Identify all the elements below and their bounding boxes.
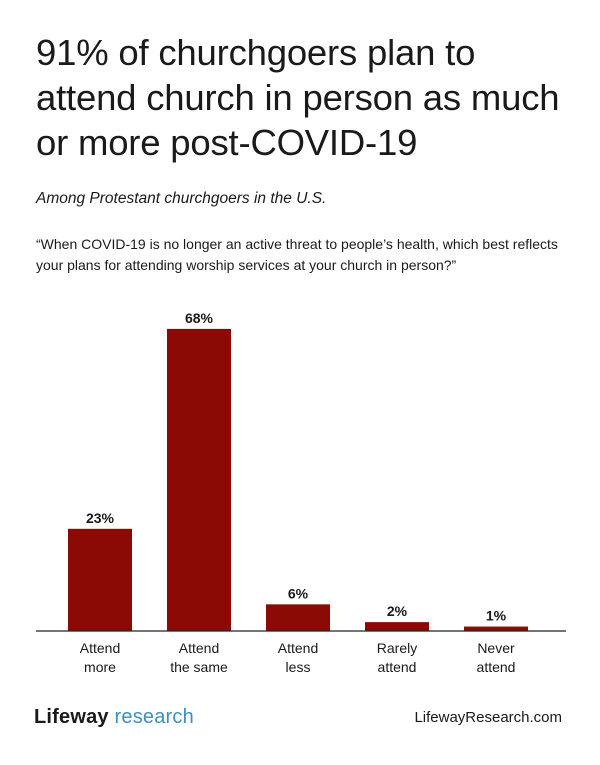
chart-title: 91% of churchgoers plan to attend church…: [36, 32, 560, 163]
data-label-2: 6%: [288, 585, 309, 601]
survey-question: “When COVID-19 is no longer an active th…: [36, 236, 558, 273]
logo-sub-text: research: [114, 706, 194, 728]
category-label-4-line-1: attend: [477, 659, 516, 675]
bar-2: [266, 604, 330, 631]
category-label-4-line-0: Never: [477, 640, 515, 656]
bar-3: [365, 622, 429, 631]
bar-0: [68, 528, 132, 631]
bar-1: [167, 328, 231, 631]
category-label-3-line-0: Rarely: [377, 640, 417, 656]
category-label-2-line-1: less: [286, 659, 311, 675]
data-label-4: 1%: [486, 608, 507, 624]
bar-chart: 23% Attend more 68% Attend the same 6% Attend le…: [36, 310, 566, 675]
category-label-1-line-0: Attend: [179, 640, 219, 656]
bar-4: [464, 626, 528, 631]
category-label-1-line-1: the same: [170, 659, 228, 675]
data-label-3: 2%: [387, 603, 408, 619]
category-label-2-line-0: Attend: [278, 640, 318, 656]
category-label-0-line-1: more: [84, 659, 116, 675]
category-label-0-line-0: Attend: [80, 640, 120, 656]
category-label-3-line-1: attend: [378, 659, 417, 675]
data-label-1: 68%: [185, 310, 214, 326]
website-url: LifewayResearch.com: [414, 709, 562, 726]
chart-subtitle: Among Protestant churchgoers in the U.S.: [36, 190, 327, 207]
data-label-0: 23%: [86, 510, 115, 526]
lifeway-research-logo: Lifeway research: [34, 706, 194, 729]
logo-brand-text: Lifeway: [34, 706, 109, 728]
